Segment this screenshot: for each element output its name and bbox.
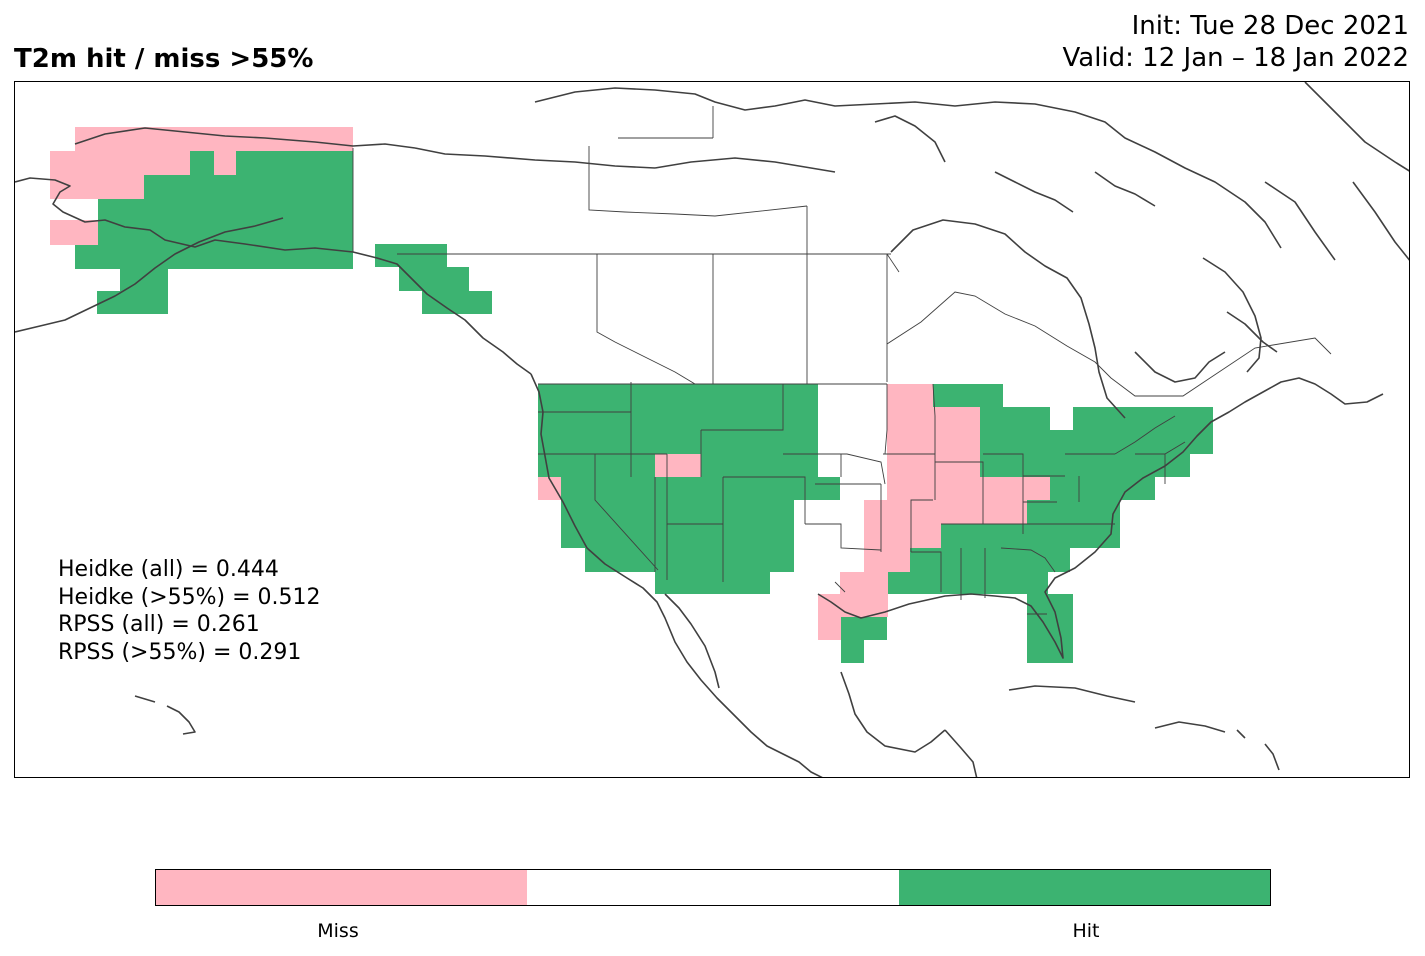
hit-cell xyxy=(941,524,1120,548)
colorbar-neutral-swatch xyxy=(527,870,899,905)
hit-cell xyxy=(98,199,353,269)
forecast-dates: Init: Tue 28 Dec 2021 Valid: 12 Jan – 18… xyxy=(1063,10,1410,74)
hit-cell xyxy=(1050,477,1155,500)
miss-cell xyxy=(50,151,190,175)
miss-cell xyxy=(655,454,701,477)
miss-cell xyxy=(910,407,980,477)
hit-cell xyxy=(236,151,353,175)
hit-cell xyxy=(399,267,469,291)
miss-cell xyxy=(818,617,841,640)
rpss-all-score: RPSS (all) = 0.261 xyxy=(58,612,260,637)
conus-cells xyxy=(538,384,1213,663)
hit-cell xyxy=(1073,454,1190,477)
map-title: T2m hit / miss >55% xyxy=(14,44,314,74)
hit-cell xyxy=(655,572,770,594)
miss-cell xyxy=(818,594,888,617)
miss-cell xyxy=(864,548,910,572)
colorbar xyxy=(155,869,1271,906)
valid-range: Valid: 12 Jan – 18 Jan 2022 xyxy=(1062,43,1410,73)
hit-cell xyxy=(980,407,1050,477)
hit-cell xyxy=(888,572,1048,594)
heidke-55-score: Heidke (>55%) = 0.512 xyxy=(58,584,321,610)
miss-cell xyxy=(75,127,353,151)
miss-cell xyxy=(887,477,980,500)
init-date: Init: Tue 28 Dec 2021 xyxy=(1131,11,1409,41)
hit-cell xyxy=(144,175,353,199)
hit-cell xyxy=(538,477,840,500)
miss-cell xyxy=(50,220,98,245)
colorbar-hit-label: Hit xyxy=(1072,920,1100,942)
skill-scores: Heidke (all) = 0.444 Heidke (>55%) = 0.5… xyxy=(58,556,321,666)
colorbar-miss-label: Miss xyxy=(317,920,359,942)
hit-cell xyxy=(375,244,447,267)
heidke-all-score: Heidke (all) = 0.444 xyxy=(58,557,279,582)
miss-cell xyxy=(538,477,561,500)
hit-cell xyxy=(190,151,214,175)
hit-cell xyxy=(75,245,98,269)
map-canvas xyxy=(15,82,1409,777)
coastlines xyxy=(15,82,1409,777)
rpss-55-score: RPSS (>55%) = 0.291 xyxy=(58,639,302,665)
miss-cell xyxy=(214,151,236,175)
political-boundaries xyxy=(352,106,1332,615)
colorbar-hit-swatch xyxy=(898,870,1270,905)
map-panel xyxy=(14,81,1410,778)
colorbar-miss-swatch xyxy=(156,870,528,905)
miss-cell xyxy=(864,500,1027,524)
hit-cell xyxy=(585,548,794,572)
hit-cell xyxy=(1027,640,1073,663)
hit-cell xyxy=(97,291,168,314)
hit-cell xyxy=(841,617,887,640)
miss-cell xyxy=(980,477,1050,500)
miss-cell xyxy=(864,524,941,548)
hit-cell xyxy=(422,291,492,314)
hit-cell xyxy=(1073,407,1213,454)
miss-cell xyxy=(50,175,144,199)
hit-cell xyxy=(1027,500,1120,524)
alaska-cells xyxy=(50,127,492,314)
hit-cell xyxy=(933,384,1003,407)
hit-cell xyxy=(841,640,864,663)
